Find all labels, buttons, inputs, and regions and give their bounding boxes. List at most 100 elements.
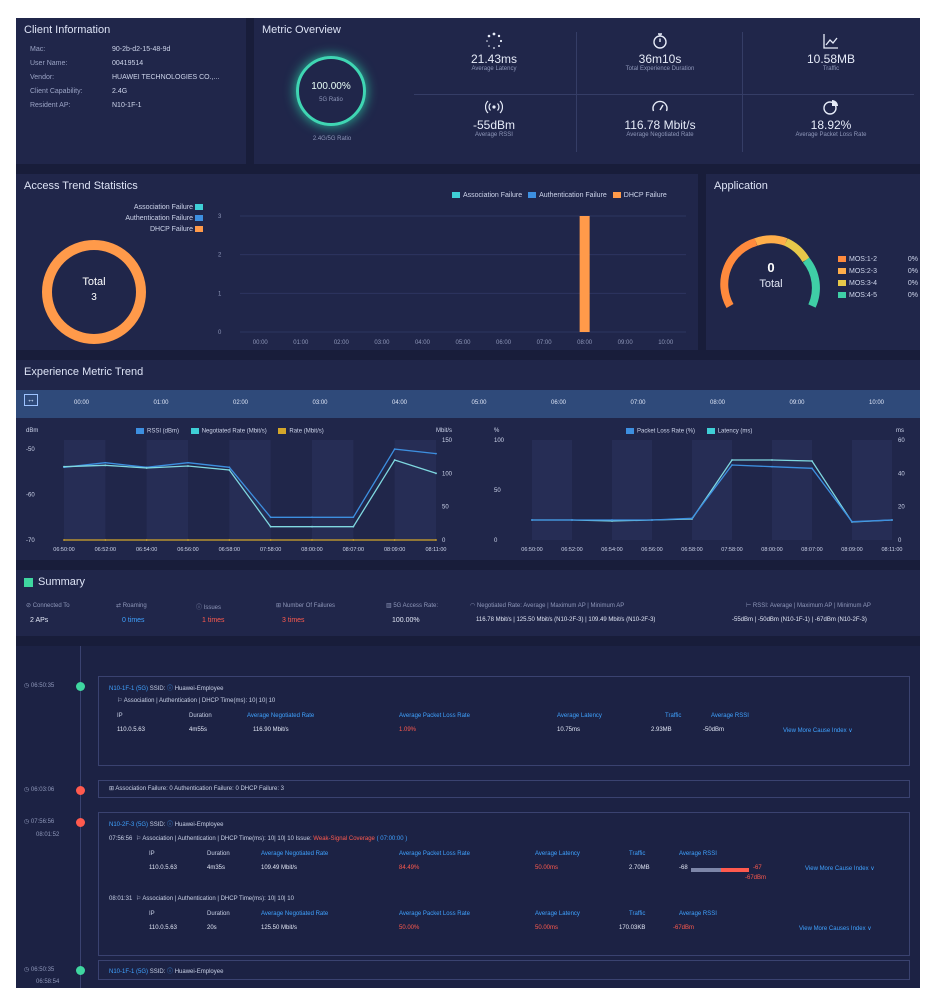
y-left-tick-label: 50 (494, 488, 501, 494)
x-tick-label: 06:50:00 (521, 547, 542, 553)
y-tick-label: 3 (218, 214, 222, 220)
info-icon: ⓘ (167, 822, 174, 828)
ap-link[interactable]: N10-2F-3 (5G) (109, 822, 149, 828)
series-point (393, 539, 396, 541)
client-info-row-mac: Mac: 90-2b-d2-15-48-9d (30, 46, 171, 53)
gauge-icon (652, 100, 668, 112)
legend-toggle-rssi[interactable]: RSSI (dBm) (147, 428, 180, 435)
experience-trend-panel: Experience Metric Trend ↔ 00:00 01:00 02:0… (16, 360, 920, 560)
mos-legend-item: MOS:4-5 0% (838, 290, 918, 302)
client-info-panel: Client Information Mac: 90-2b-d2-15-48-9d… (16, 18, 246, 164)
metric-label: Traffic (822, 66, 840, 72)
series-line (63, 459, 437, 528)
legend-toggle-rate[interactable]: Rate (Mbit/s) (289, 428, 324, 435)
series-point (731, 459, 733, 461)
y-left-tick-label: -70 (26, 538, 35, 544)
timeline-ticks: 00:00 01:00 02:00 03:00 04:00 05:00 06:00 07:00… (16, 400, 920, 412)
timeline-time-end: 06:58:54 (36, 979, 60, 985)
x-tick-label: 09:00 (618, 340, 634, 346)
x-tick-label: 08:00:00 (301, 547, 322, 553)
ap-link[interactable]: N10-1F-1 (5G) (109, 686, 149, 692)
legend-toggle-authentication[interactable]: Authentication Failure (539, 192, 607, 199)
series-point (104, 461, 107, 464)
time-range-slider[interactable]: ↔ 00:00 01:00 02:00 03:00 04:00 05:00 06:00 07:… (16, 390, 920, 418)
legend-toggle-association[interactable]: Association Failure (463, 192, 523, 199)
series-point (771, 459, 773, 461)
rssi-range-fill (721, 868, 749, 872)
timeline-tick-label: 09:00 (789, 400, 805, 406)
summary-failures-value[interactable]: 3 times (282, 617, 305, 624)
x-tick-label: 03:00 (374, 340, 390, 346)
legend-swatch (195, 204, 203, 211)
series-point (269, 539, 272, 541)
series-point (311, 539, 313, 541)
experience-left-chart: -50 -60 -70 150 100 50 0 06:50:00 06:52:00 06:54:… (26, 438, 453, 553)
series-point (851, 520, 853, 523)
series-point (691, 517, 693, 520)
series-point (731, 464, 733, 466)
y-right-tick-label: 150 (442, 438, 453, 444)
info-icon: ⓘ (167, 686, 174, 692)
legend-toggle-negotiated-rate[interactable]: Negotiated Rate (Mbit/s) (201, 428, 267, 435)
legend-toggle-latency[interactable]: Latency (ms) (717, 428, 753, 435)
stopwatch-icon (653, 33, 667, 49)
timeline-dot-success (76, 966, 85, 975)
timeline-tick-label: 05:00 (471, 400, 487, 406)
timeline-tick-label: 02:00 (233, 400, 249, 406)
view-more-cause-button[interactable]: View More Causes Index ∨ (799, 926, 872, 932)
summary-issues-value[interactable]: 1 times (202, 617, 225, 624)
resident-ap-link[interactable]: N10-1F-1 (112, 102, 142, 109)
legend-toggle-packet-loss[interactable]: Packet Loss Rate (%) (637, 428, 696, 435)
access-legend-top: Association Failure Authentication Failu… (452, 192, 667, 199)
series-point (63, 465, 65, 468)
legend-swatch (136, 428, 144, 434)
range-handle-icon[interactable]: ↔ (24, 394, 38, 406)
timeline-tick-label: 01:00 (153, 400, 169, 406)
issue-link[interactable]: Weak-Signal Coverage (313, 836, 375, 842)
x-tick-label: 08:11:00 (881, 547, 902, 553)
y-right-tick-label: 0 (442, 538, 446, 544)
access-total-value: 3 (91, 292, 97, 303)
view-more-cause-button[interactable]: View More Cause Index ∨ (783, 728, 853, 734)
view-more-cause-button[interactable]: View More Cause Index ∨ (805, 866, 875, 872)
metric-label: Average Negotiated Rate (626, 132, 694, 138)
legend-swatch (838, 292, 846, 299)
timeline-dot-failure (76, 786, 85, 795)
summary-icon (24, 578, 33, 587)
legend-swatch (195, 215, 203, 222)
timeline-tick-label: 10:00 (869, 400, 885, 406)
series-point (811, 460, 813, 462)
ap-link[interactable]: N10-1F-1 (5G) (109, 969, 149, 975)
series-point (228, 539, 231, 541)
summary-negotiated-label: ◠ Negotiated Rate: Average | Maximum AP … (470, 603, 625, 609)
gauge-arc-mos4 (802, 257, 820, 308)
x-tick-label: 07:58:00 (721, 547, 742, 553)
x-tick-label: 08:09:00 (384, 547, 405, 553)
metric-divider-v1 (576, 32, 577, 152)
series-point (145, 539, 148, 541)
timeline-dot-success (76, 682, 85, 691)
legend-dhcp: DHCP Failure (96, 224, 206, 235)
entry-headers: IP Duration Average Negotiated Rate Aver… (117, 713, 749, 719)
legend-swatch (612, 192, 621, 199)
summary-roaming-value[interactable]: 0 times (122, 617, 145, 624)
metric-label: Average Packet Loss Rate (795, 132, 867, 138)
chart-band (229, 440, 271, 540)
entry-header: N10-1F-1 (5G) SSID: ⓘ Huawei-Employee (109, 686, 224, 692)
x-tick-label: 06:52:00 (95, 547, 116, 553)
client-info-row-capability: Client Capability: 2.4G (30, 88, 128, 95)
dashboard-root: Client Information Mac: 90-2b-d2-15-48-9d… (16, 18, 920, 988)
left-y-unit: dBm (26, 428, 39, 434)
legend-toggle-dhcp[interactable]: DHCP Failure (623, 192, 667, 199)
timeline-tick-label: 06:00 (551, 400, 567, 406)
series-point (611, 519, 613, 521)
metric-divider-v2 (742, 32, 743, 152)
metric-label: Average Latency (471, 66, 517, 72)
x-tick-label: 08:07:00 (343, 547, 364, 553)
timeline-time: ◷ 06:50:35 (24, 683, 55, 689)
legend-swatch (528, 192, 537, 199)
application-title: Application (714, 180, 768, 192)
metric-overview-title: Metric Overview (262, 24, 341, 36)
series-point (891, 519, 893, 521)
5g-ratio-value: 100.00% (311, 81, 351, 92)
